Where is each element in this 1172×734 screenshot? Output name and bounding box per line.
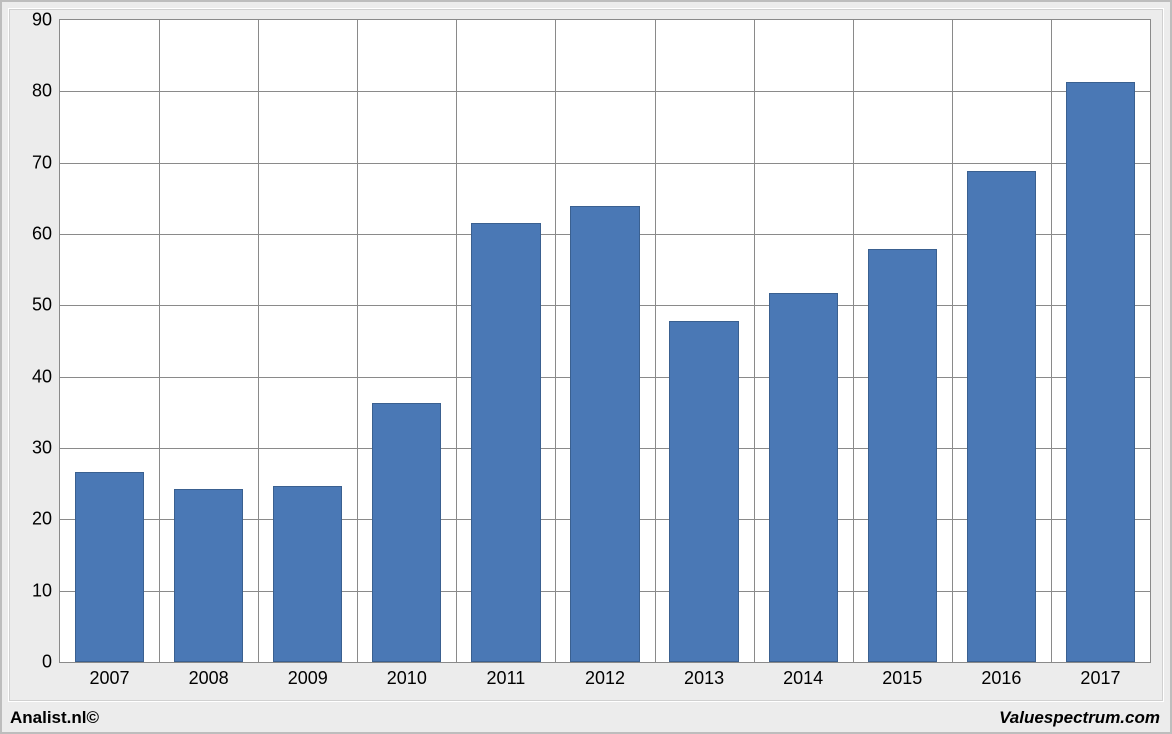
y-axis-label: 80 [32, 81, 52, 102]
bar [669, 321, 738, 662]
bar [868, 249, 937, 662]
x-axis-label: 2009 [288, 668, 328, 689]
x-axis-label: 2008 [189, 668, 229, 689]
gridline-h [60, 163, 1150, 164]
y-axis-label: 70 [32, 152, 52, 173]
gridline-v [258, 20, 259, 662]
plot-area: 0102030405060708090200720082009201020112… [59, 19, 1151, 663]
bar [769, 293, 838, 663]
chart-frame: 0 10 20 30 40 50 60 70 80 90 2007 2008 2009 2010 2011 2… [0, 0, 1172, 734]
chart-panel: 0 10 20 30 40 50 60 70 80 90 2007 2008 2009 2010 2011 2… [8, 8, 1164, 702]
x-axis-label: 2016 [981, 668, 1021, 689]
bar [967, 171, 1036, 662]
bar [75, 472, 144, 662]
x-axis-label: 2010 [387, 668, 427, 689]
x-axis-label: 2015 [882, 668, 922, 689]
bar [1066, 82, 1135, 662]
y-axis-label: 40 [32, 366, 52, 387]
bar [372, 403, 441, 662]
footer-right: Valuespectrum.com [999, 708, 1160, 728]
y-axis-label: 60 [32, 224, 52, 245]
bar [273, 486, 342, 662]
x-axis-label: 2017 [1080, 668, 1120, 689]
y-axis-label: 20 [32, 509, 52, 530]
gridline-h [60, 91, 1150, 92]
bar [174, 489, 243, 662]
gridline-v [456, 20, 457, 662]
gridline-v [952, 20, 953, 662]
gridline-v [159, 20, 160, 662]
bar [570, 206, 639, 662]
y-axis-label: 30 [32, 438, 52, 459]
y-axis-label: 10 [32, 580, 52, 601]
gridline-v [1051, 20, 1052, 662]
gridline-v [655, 20, 656, 662]
y-axis-label: 90 [32, 10, 52, 31]
x-axis-label: 2014 [783, 668, 823, 689]
y-axis-label: 50 [32, 295, 52, 316]
x-axis-label: 2013 [684, 668, 724, 689]
x-axis-label: 2011 [487, 668, 526, 689]
x-axis-label: 2012 [585, 668, 625, 689]
x-axis-label: 2007 [90, 668, 130, 689]
gridline-v [357, 20, 358, 662]
gridline-v [754, 20, 755, 662]
footer-left: Analist.nl© [10, 708, 99, 728]
y-axis-label: 0 [42, 652, 52, 673]
gridline-v [555, 20, 556, 662]
gridline-v [853, 20, 854, 662]
bar [471, 223, 540, 662]
